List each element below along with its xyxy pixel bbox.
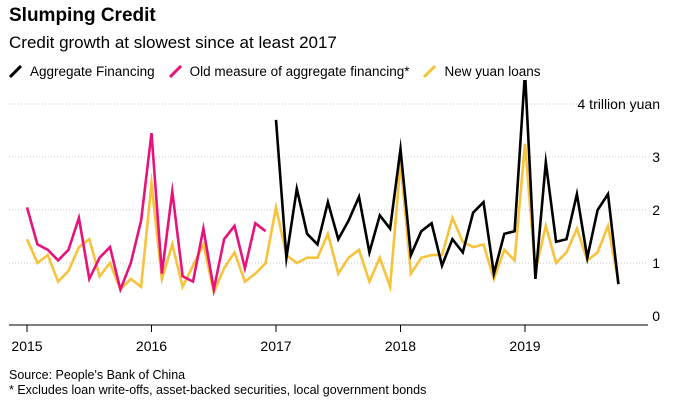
legend-label-aggregate-financing: Aggregate Financing [30,64,155,79]
legend-item-new-yuan-loans: New yuan loans [423,64,541,79]
x-tick-label: 2016 [136,338,167,354]
x-tick-label: 2019 [509,338,540,354]
legend-label-new-yuan-loans: New yuan loans [444,64,541,79]
y-tick-label: 2 [652,202,660,218]
legend-swatch-old-measure [168,65,182,78]
x-tick-label: 2017 [260,338,291,354]
footnote: * Excludes loan write-offs, asset-backed… [9,383,427,397]
y-tick-label: 1 [652,255,660,271]
y-tick-label: 0 [652,308,660,324]
legend-item-aggregate-financing: Aggregate Financing [9,64,155,79]
series-line-aggregate-financing [274,80,620,285]
legend-swatch-new-yuan-loans [423,65,437,78]
chart-title: Slumping Credit [9,5,156,26]
y-tick-label: 3 [652,149,660,165]
x-tick-label: 2015 [11,338,42,354]
series-layer [25,80,620,297]
legend-label-old-measure: Old measure of aggregate financing* [189,64,410,79]
source-note: Source: People's Bank of China [9,368,186,382]
legend-swatch-aggregate-financing [9,65,22,78]
legend-item-old-measure: Old measure of aggregate financing* [168,64,410,79]
series-line-new-yuan-loans [25,143,620,297]
chart-legend: Aggregate Financing Old measure of aggre… [9,64,555,79]
y-tick-label: 4 trillion yuan [578,96,661,112]
chart-footer: Source: People's Bank of China * Exclude… [9,368,426,398]
line-chart: 0 1 2 3 4 trillion yuan 2015 2016 2017 2018 2019 [9,80,660,354]
series-line-old-measure [25,132,267,297]
chart-subtitle: Credit growth at slowest since at least … [9,33,337,52]
axis-layer: 0 1 2 3 4 trillion yuan 2015 2016 2017 2018 2019 [9,96,660,354]
x-tick-label: 2018 [385,338,416,354]
